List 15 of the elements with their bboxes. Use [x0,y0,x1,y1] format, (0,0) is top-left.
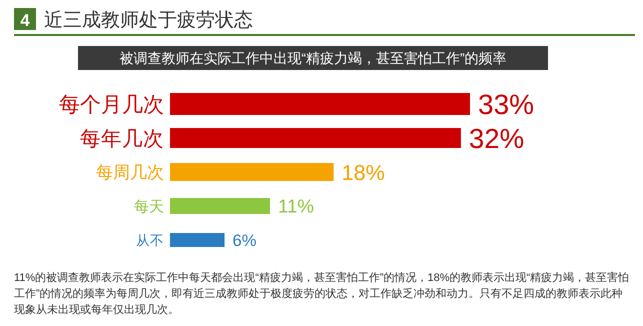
text: 11%的被调查教师表示在实际工作中每天都会出现“精疲力竭，甚至害怕工作”的情况，18%的教师表示出现“精疲力竭，甚至害怕工作”的情况的频率为每周几次，即有近三成教师处于极度疲劳的状态，对工作缺乏冲劲和动力。只有不足四成的教师表示此种现象从未出现或每年仅出现几次。 [14,270,630,318]
y-tick-label: 每天 [134,198,164,216]
y-tick-label: 每年几次 [80,127,164,150]
data-label: 6% [232,230,257,250]
y-tick-label: 每周几次 [96,163,164,182]
text: 4 [20,11,30,30]
chart-title: 近三成教师处于疲劳状态 [44,10,253,31]
data-label: 33% [478,89,534,120]
bar [170,163,334,181]
data-label: 11% [278,196,314,217]
y-tick-label: 每个月几次 [59,94,164,117]
chart-subtitle: 被调查教师在实际工作中出现“精疲力竭，甚至害怕工作”的频率 [119,50,507,66]
y-tick-label: 从不 [136,232,164,248]
data-label: 18% [342,160,385,185]
data-label: 32% [468,122,524,154]
